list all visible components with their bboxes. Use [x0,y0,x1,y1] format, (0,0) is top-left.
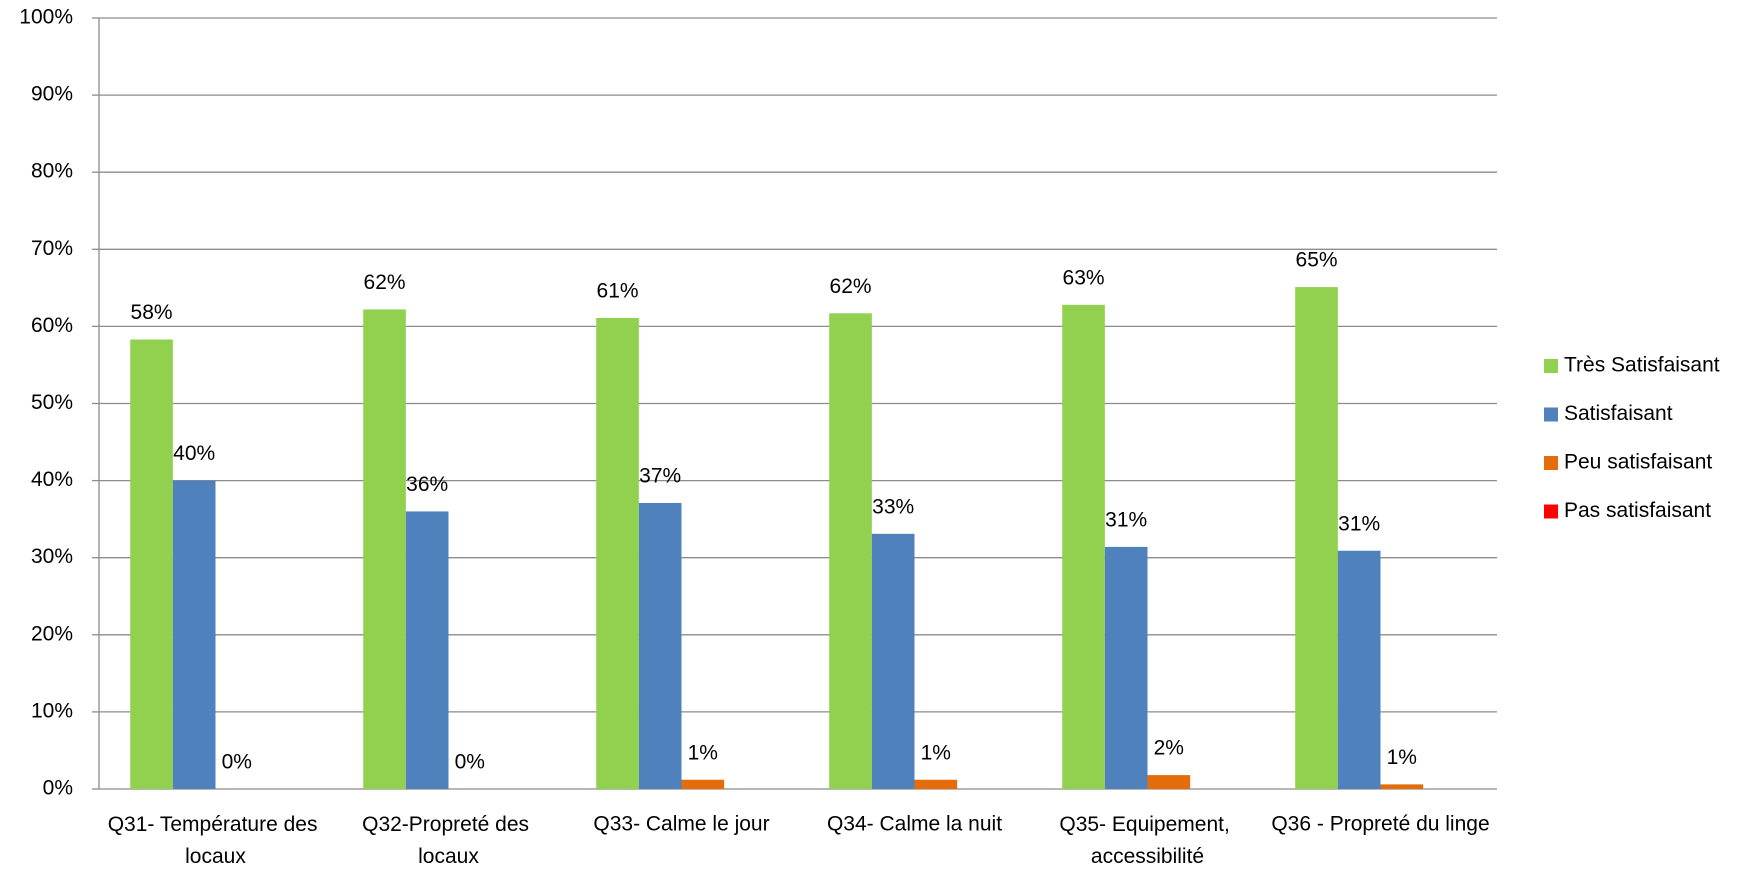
bar [1104,546,1148,789]
data-label: 61% [597,279,639,302]
data-label: 65% [1296,249,1338,272]
bar [829,313,872,789]
y-tick-label: 10% [31,699,73,722]
legend-label: Très Satisfaisant [1564,354,1720,377]
x-tick-label: Q34- Calme la nuit [827,813,1002,836]
bar [1147,775,1191,789]
data-label: 58% [131,301,173,324]
data-label: 31% [1105,508,1147,531]
y-tick-label: 60% [31,314,73,337]
x-tick-label: Q33- Calme le jour [593,813,769,836]
x-tick-label: Q31- Température des locaux [108,813,324,868]
legend-swatch [1544,407,1558,422]
data-label: 0% [455,751,485,774]
y-tick-label: 20% [31,622,73,645]
y-tick-label: 0% [43,777,73,800]
data-label: 2% [1154,737,1184,760]
y-tick-label: 50% [31,391,73,414]
y-tick-label: 100% [19,6,73,29]
y-tick-label: 80% [31,160,73,183]
data-label: 1% [688,741,718,764]
data-label: 1% [921,741,951,764]
legend-swatch [1544,504,1558,519]
y-tick-label: 90% [31,83,73,106]
data-label: 63% [1063,266,1105,289]
y-tick-label: 40% [31,468,73,491]
data-label: 62% [364,271,406,294]
data-label: 62% [830,275,872,298]
data-label: 33% [872,495,914,518]
bar [1062,304,1105,789]
legend-label: Peu satisfaisant [1564,451,1712,474]
legend-swatch [1544,359,1558,373]
bar [405,511,449,789]
bar [130,339,173,789]
bar [596,317,639,789]
bar [1337,550,1381,789]
legend-swatch [1544,456,1558,470]
legend-label: Satisfaisant [1564,402,1673,425]
data-label: 1% [1387,746,1417,769]
bar [871,533,915,789]
data-label: 31% [1338,512,1380,535]
data-label: 36% [406,473,448,496]
x-tick-label: Q35- Equipement, accessibilité [1059,813,1235,868]
x-tick-label: Q32-Propreté des locaux [362,813,535,868]
data-label: 0% [222,751,252,774]
data-label: 40% [173,442,215,465]
bar [681,779,725,789]
data-label: 37% [639,465,681,488]
bar [1295,287,1338,789]
y-tick-label: 30% [31,545,73,568]
y-tick-label: 70% [31,237,73,260]
bar [1380,784,1424,789]
bar [914,779,958,789]
bar [363,309,406,789]
bar [172,480,216,789]
bar [638,502,682,789]
x-tick-label: Q36 - Propreté du linge [1271,813,1489,836]
legend-label: Pas satisfaisant [1564,499,1711,522]
